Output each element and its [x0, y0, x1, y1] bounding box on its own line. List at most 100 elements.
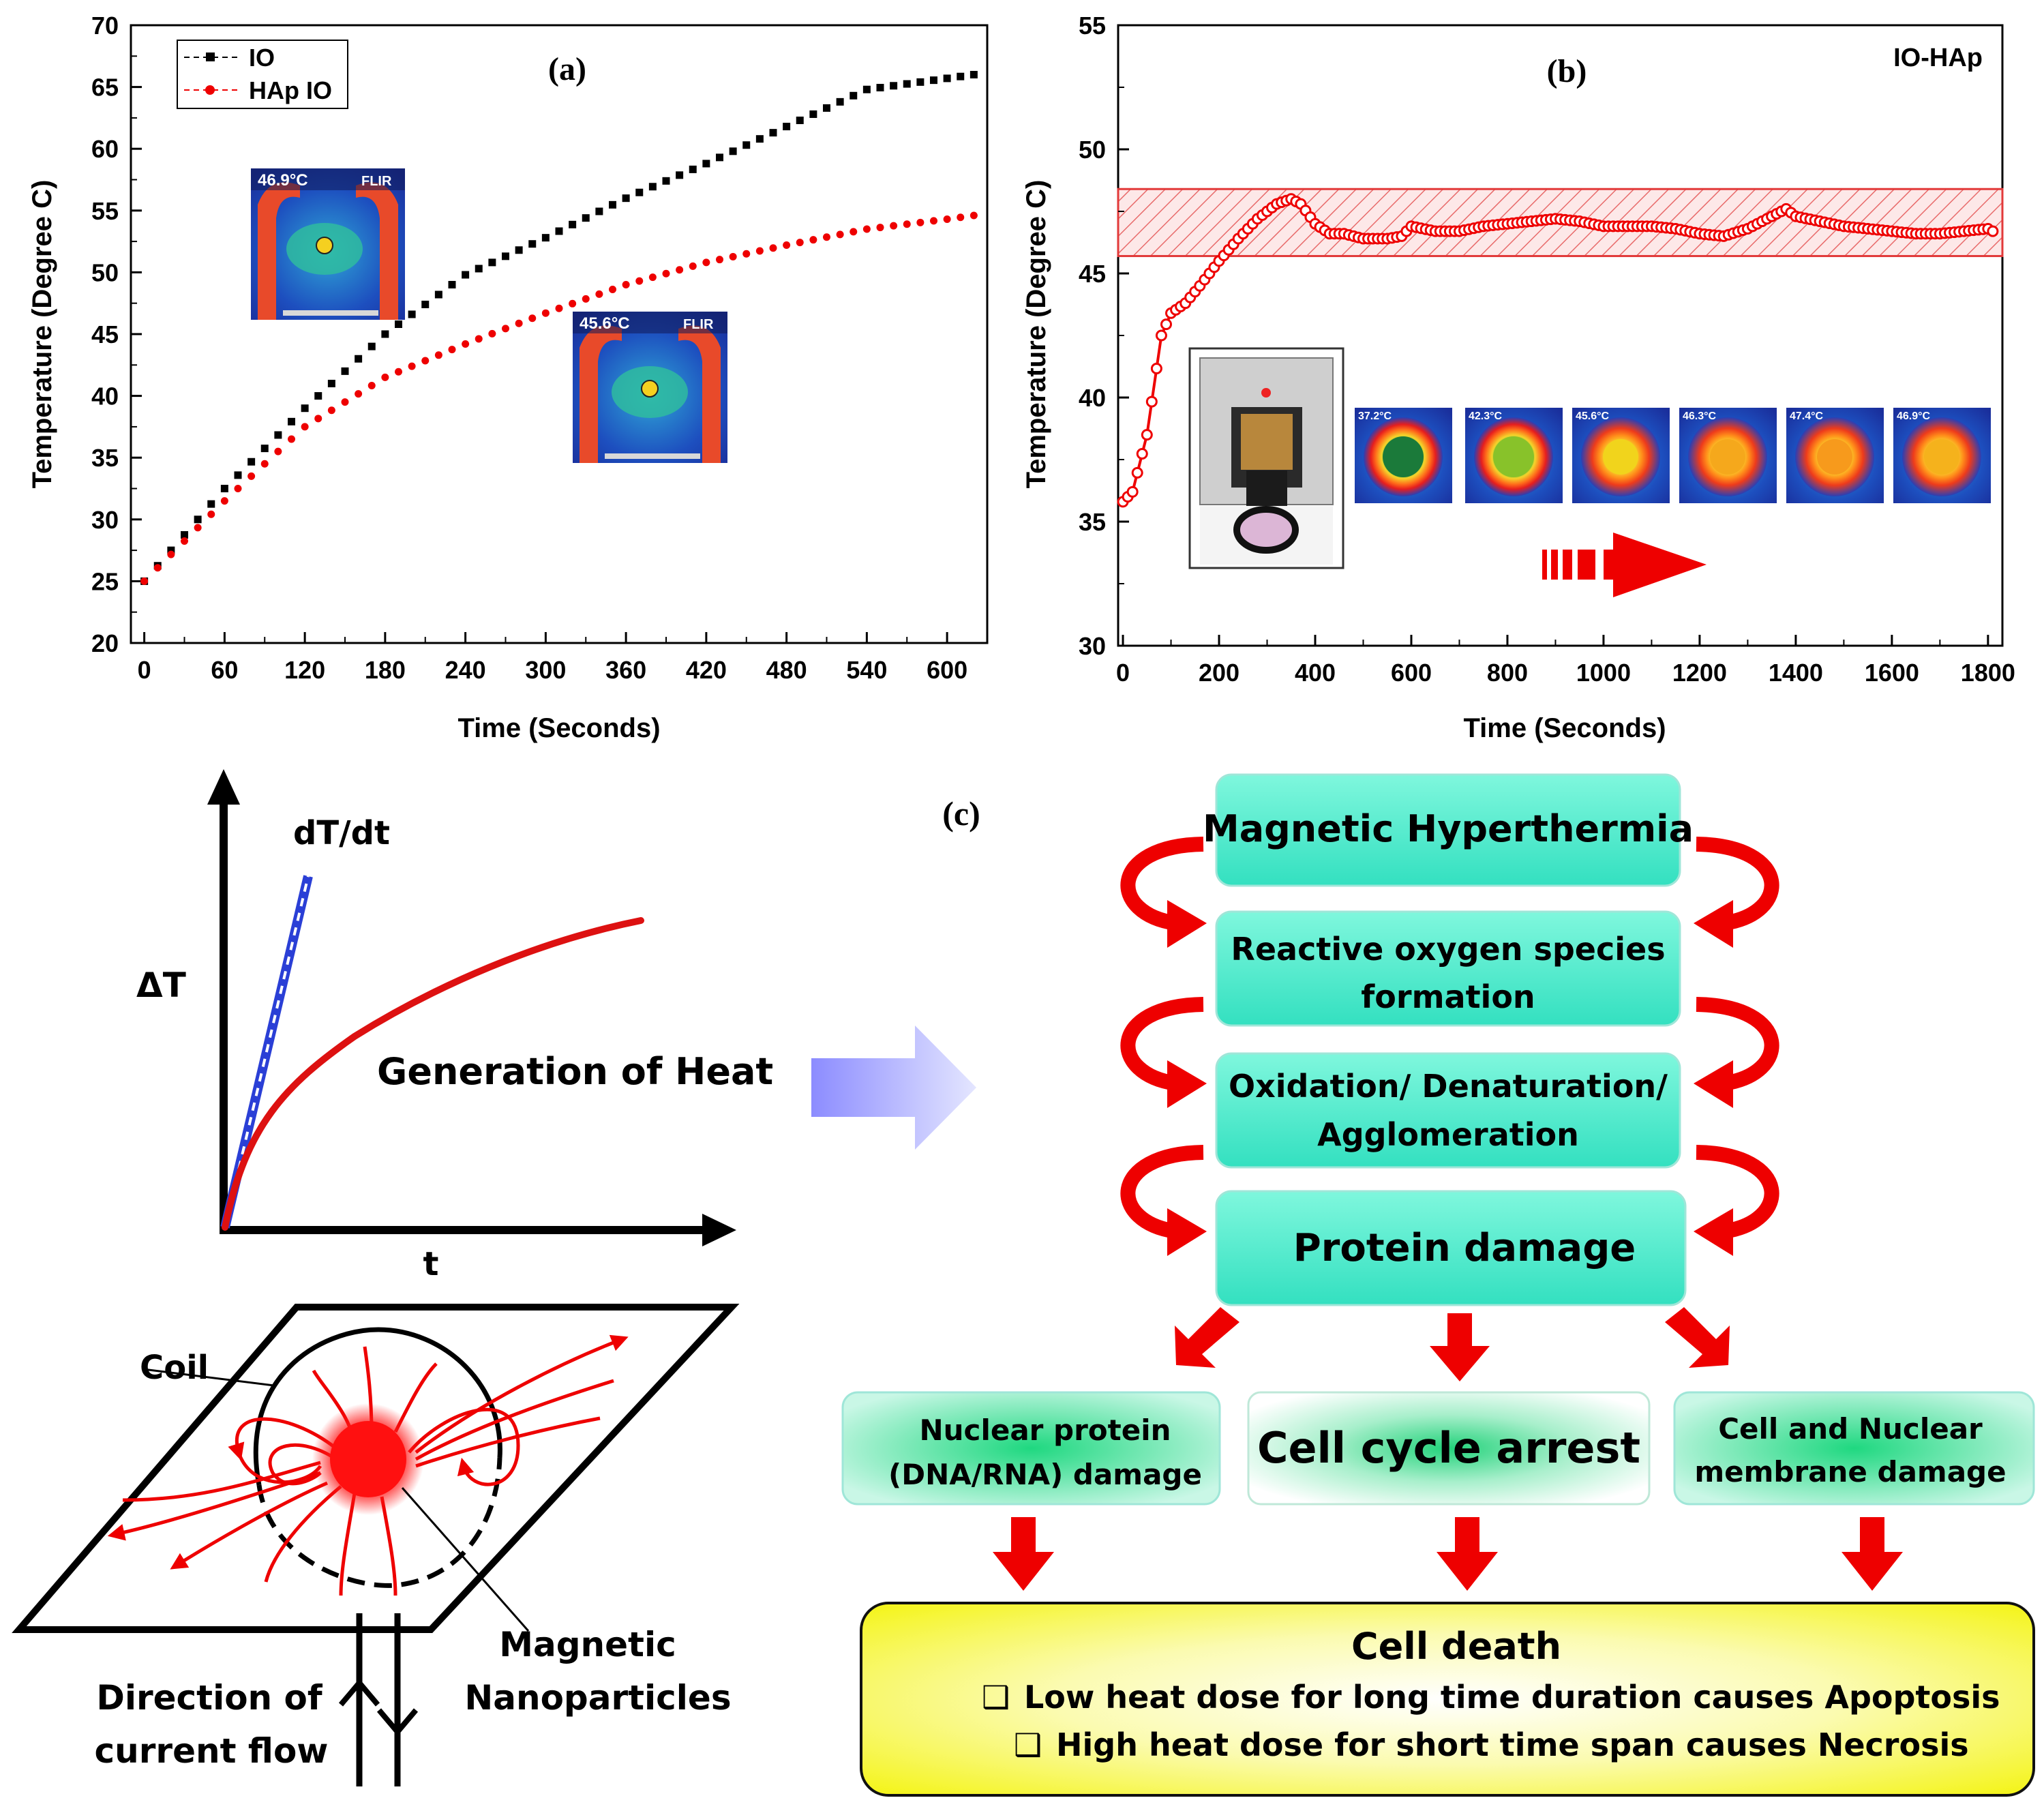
data-point [729, 147, 737, 155]
data-point [167, 546, 175, 554]
checkbox-icon: ❑ [982, 1679, 1010, 1716]
series-hap-io [140, 211, 978, 585]
data-point [207, 500, 215, 508]
data-point [381, 330, 389, 338]
data-point [207, 510, 215, 518]
x-tick-label: 600 [927, 656, 967, 684]
y-tick-label: 30 [91, 506, 119, 534]
data-point [769, 244, 777, 252]
data-point [341, 398, 349, 406]
data-point [809, 110, 817, 118]
data-point [862, 85, 871, 93]
data-point [421, 301, 430, 309]
data-point [755, 135, 764, 143]
thermal-sequence: 37.2°C 42.3°C 45.6°C 46.3°C [1355, 408, 1991, 503]
data-point [434, 351, 442, 359]
coil-label: Coil [140, 1349, 209, 1387]
thermal-thumb-3-temp: 45.6°C [1576, 410, 1610, 422]
y-tick-label: 55 [1079, 12, 1106, 40]
data-point [729, 252, 737, 260]
chart-a-panel-label: (a) [548, 51, 586, 87]
data-point [850, 228, 858, 236]
chart-b-x-axis-label: Time (Seconds) [1463, 713, 1666, 743]
y-tick-label: 55 [91, 197, 119, 225]
current-label-line2: current flow [95, 1731, 329, 1771]
chart-a-x-axis-label: Time (Seconds) [457, 713, 660, 743]
legend-hap-io-label: HAp IO [249, 76, 332, 104]
y-tick-label: 60 [91, 135, 119, 163]
data-point [1155, 329, 1167, 342]
data-point [260, 460, 269, 468]
data-point [1136, 448, 1148, 460]
x-tick-label: 480 [766, 656, 807, 684]
data-point [943, 74, 951, 83]
data-point [676, 171, 684, 179]
x-tick-label: 180 [365, 656, 406, 684]
data-point [862, 225, 871, 233]
data-point [689, 262, 697, 270]
y-tick-label: 35 [1079, 508, 1106, 536]
x-tick-label: 0 [138, 656, 151, 684]
series-io [140, 70, 978, 585]
data-point [153, 564, 162, 572]
thermal-thumb-2: 42.3°C [1465, 408, 1563, 503]
chart-b: 30 35 40 45 50 55 0 200 400 600 800 1000 1200 1400 16… [1021, 12, 2015, 743]
chart-a-plot-frame [130, 24, 989, 644]
schematic-x-arrow [702, 1214, 736, 1246]
y-tick-label: 35 [91, 444, 119, 472]
data-point [515, 319, 523, 327]
data-point [648, 183, 657, 191]
data-point [220, 497, 228, 505]
x-tick-label: 400 [1295, 659, 1336, 687]
data-point [475, 265, 483, 273]
data-point [247, 458, 256, 466]
data-point [395, 368, 402, 376]
flow-panel-label: (c) [942, 794, 980, 833]
current-up-arrow [338, 1678, 380, 1707]
data-point [395, 320, 402, 329]
y-tick-label: 45 [1079, 260, 1106, 288]
data-point [528, 314, 537, 323]
cell-death-item-2-text: High heat dose for short time span cause… [1056, 1726, 1969, 1763]
x-tick-label: 1600 [1865, 659, 1919, 687]
box-protein-damage-label: Protein damage [1293, 1226, 1636, 1270]
box-nuclear-protein-line1: Nuclear protein [920, 1413, 1171, 1447]
data-point [274, 431, 282, 439]
box-cell-death [860, 1602, 2035, 1797]
data-point [140, 577, 149, 585]
x-tick-label: 1000 [1576, 659, 1631, 687]
data-point [569, 220, 577, 228]
thermal-inset-2-flir: FLIR [683, 317, 714, 332]
data-point [488, 258, 496, 267]
series-io-hap [1117, 193, 1999, 508]
data-point [541, 234, 550, 242]
data-point [167, 550, 175, 558]
data-point [301, 423, 309, 431]
data-point [930, 76, 937, 85]
data-point [1987, 225, 1999, 237]
data-point [220, 485, 228, 492]
data-point [783, 123, 791, 131]
data-point [569, 299, 577, 308]
data-point [341, 367, 349, 375]
data-point [475, 335, 483, 343]
data-point [355, 390, 363, 398]
current-label-line1: Direction of [96, 1678, 323, 1718]
thermal-thumb-4-temp: 46.3°C [1683, 410, 1717, 422]
delta-t-label: ΔT [136, 966, 186, 1005]
x-tick-label: 540 [846, 656, 887, 684]
x-tick-label: 1400 [1769, 659, 1823, 687]
data-point [194, 515, 202, 524]
data-point [515, 246, 523, 254]
data-point [367, 342, 376, 350]
data-point [582, 214, 590, 222]
x-tick-label: 1800 [1961, 659, 2015, 687]
data-point [622, 281, 630, 289]
thermal-inset-1-temp: 46.9°C [258, 171, 308, 190]
data-point [702, 258, 710, 267]
data-point [823, 104, 830, 112]
data-point [434, 290, 442, 299]
x-tick-label: 1200 [1672, 659, 1727, 687]
data-point [528, 240, 537, 248]
box-membrane-damage [1673, 1391, 2035, 1506]
